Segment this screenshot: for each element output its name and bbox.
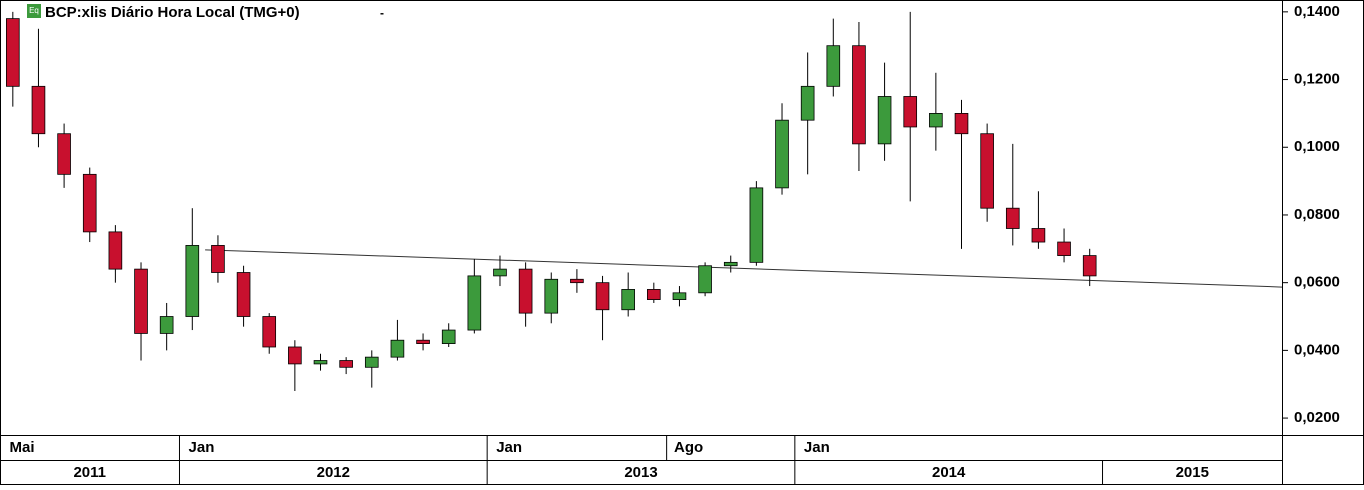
month-label: Mai xyxy=(9,439,34,456)
candle-body xyxy=(544,278,559,314)
year-label: 2014 xyxy=(932,464,966,481)
candle-body xyxy=(826,45,841,87)
candle-body xyxy=(57,133,71,175)
candle-body xyxy=(313,360,328,365)
candle-body xyxy=(621,289,635,311)
candle-body xyxy=(1082,255,1097,277)
candle-body xyxy=(672,292,687,300)
month-label: Jan xyxy=(189,439,215,456)
trendline xyxy=(205,249,1283,288)
candle-body xyxy=(108,231,123,270)
candle-body xyxy=(980,133,994,209)
candle-body xyxy=(647,289,661,300)
candle-body xyxy=(493,268,507,277)
month-label: Jan xyxy=(496,439,522,456)
y-tick-label: 0,0400 xyxy=(1294,341,1340,358)
candle-body xyxy=(929,113,943,128)
candle-body xyxy=(903,96,918,128)
candle-body xyxy=(288,346,302,365)
candle-body xyxy=(211,245,225,273)
month-label: Jan xyxy=(804,439,830,456)
chart-title[interactable]: BCP:xlis Diário Hora Local (TMG+0) xyxy=(45,4,300,21)
year-label: 2015 xyxy=(1176,464,1209,481)
candle-body xyxy=(236,272,251,317)
icon-label: Eq xyxy=(29,6,39,15)
year-label: 2013 xyxy=(624,464,657,481)
month-label: Ago xyxy=(674,439,703,456)
candle-body xyxy=(6,18,20,87)
candle-body xyxy=(82,173,97,233)
candle-body xyxy=(262,316,277,348)
candle-body xyxy=(570,278,584,284)
y-tick-label: 0,1000 xyxy=(1294,138,1340,155)
y-tick-label: 0,0800 xyxy=(1294,206,1340,223)
candle-body xyxy=(595,282,610,311)
candle-body xyxy=(698,265,712,294)
candle-body xyxy=(800,85,815,121)
candle-body xyxy=(185,245,200,317)
instrument-icon xyxy=(27,4,41,18)
y-tick-label: 0,1200 xyxy=(1294,71,1340,88)
candle-body xyxy=(364,356,379,368)
candle-body xyxy=(31,85,46,135)
y-tick-label: 0,1400 xyxy=(1294,3,1340,20)
candle-body xyxy=(390,339,405,358)
year-label: 2011 xyxy=(73,464,106,481)
candle-body xyxy=(518,268,533,314)
y-tick-label: 0,0200 xyxy=(1294,409,1340,426)
year-label: 2012 xyxy=(317,464,350,481)
candle-body xyxy=(723,261,738,267)
candle-body xyxy=(467,275,482,331)
candle-body xyxy=(441,329,456,344)
candle-body xyxy=(416,339,430,344)
candle-body xyxy=(339,360,353,368)
candle-body xyxy=(852,45,866,145)
candle-body xyxy=(954,113,969,135)
candle-body xyxy=(1057,241,1071,256)
plot-area xyxy=(6,11,1283,391)
candle-body xyxy=(159,316,174,334)
candle-body xyxy=(134,268,148,334)
candle-body xyxy=(775,119,789,189)
candle-body xyxy=(1031,228,1046,243)
candle-body xyxy=(877,96,892,145)
title-menu[interactable]: - xyxy=(380,6,384,20)
candle-body xyxy=(749,187,764,263)
candle-body xyxy=(1005,207,1020,229)
y-tick-label: 0,0600 xyxy=(1294,274,1340,291)
